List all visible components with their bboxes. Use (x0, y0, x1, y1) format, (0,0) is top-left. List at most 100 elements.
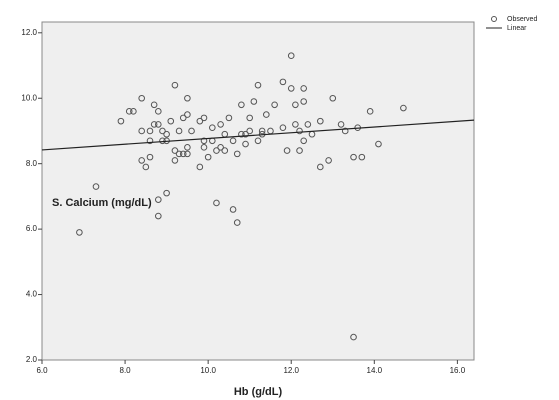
point (279, 124, 287, 131)
point (229, 137, 237, 145)
point (179, 114, 187, 122)
point (329, 94, 337, 102)
point (196, 163, 204, 171)
point (292, 121, 299, 128)
point (300, 137, 307, 145)
point (188, 127, 195, 135)
y-tick-label: 10.0 (21, 93, 37, 102)
plot-area (41, 21, 475, 361)
point (142, 163, 150, 171)
point (287, 85, 295, 92)
point (155, 121, 162, 128)
point (233, 150, 241, 158)
legend-label: Observed (507, 16, 537, 23)
point (221, 147, 229, 154)
point (150, 101, 158, 109)
point (163, 130, 170, 138)
point (300, 98, 307, 105)
point (250, 98, 258, 105)
point (92, 183, 100, 190)
point (159, 127, 166, 135)
point (171, 81, 179, 89)
point (304, 121, 312, 128)
point (125, 108, 133, 115)
point (279, 78, 287, 86)
point (337, 121, 345, 128)
point (271, 101, 278, 109)
point (200, 114, 208, 122)
point (209, 124, 216, 131)
x-tick-label: 14.0 (367, 366, 383, 375)
point (163, 189, 170, 197)
point (146, 153, 154, 161)
y-tick-label: 6.0 (26, 224, 38, 233)
point (246, 114, 253, 122)
legend: Observed Linear (486, 16, 537, 32)
legend-swatch (491, 16, 497, 22)
point (155, 108, 162, 115)
point (341, 127, 349, 135)
point (175, 150, 183, 158)
point (254, 81, 262, 89)
x-axis-label: Hb (g/dL) (234, 386, 283, 398)
point (155, 196, 162, 203)
point (213, 147, 220, 154)
x-tick-label: 6.0 (36, 366, 48, 375)
point (296, 127, 303, 135)
point (229, 206, 237, 213)
point (200, 137, 208, 145)
point (217, 144, 224, 151)
point (242, 140, 249, 148)
point (296, 147, 303, 154)
point (200, 144, 208, 151)
annotation: S. Calcium (mg/dL) (52, 197, 152, 209)
point (150, 121, 158, 128)
x-tick-label: 16.0 (450, 366, 466, 375)
point (287, 52, 295, 60)
point (246, 127, 253, 135)
y-tick-label: 4.0 (26, 290, 38, 299)
point (184, 94, 191, 102)
point (263, 111, 270, 118)
point (317, 117, 324, 125)
point (375, 140, 382, 148)
point (300, 85, 307, 92)
point (184, 111, 191, 118)
point (171, 157, 179, 164)
point (138, 157, 145, 164)
point (204, 153, 212, 161)
point (350, 333, 357, 341)
point (325, 157, 332, 164)
point (400, 104, 407, 112)
x-tick-label: 8.0 (120, 366, 132, 375)
point (238, 101, 245, 109)
point (196, 117, 204, 125)
x-tick-label: 12.0 (283, 366, 299, 375)
point (138, 127, 145, 135)
y-tick-label: 12.0 (21, 28, 37, 37)
point (233, 219, 241, 226)
point (184, 144, 191, 151)
point (146, 137, 154, 145)
point (242, 130, 249, 138)
point (146, 127, 154, 135)
point (358, 153, 366, 161)
point (213, 199, 220, 207)
point (184, 150, 191, 158)
point (167, 117, 175, 125)
point (175, 127, 183, 135)
point (217, 121, 224, 128)
x-tick-label: 10.0 (200, 366, 216, 375)
point (130, 108, 137, 115)
point (155, 212, 162, 220)
point (138, 94, 145, 102)
point (238, 130, 245, 138)
point (159, 137, 166, 145)
point (76, 229, 83, 236)
point (317, 163, 324, 171)
fit-line (41, 119, 475, 151)
point (171, 147, 179, 154)
legend-label: Linear (507, 25, 527, 32)
point (283, 147, 291, 154)
